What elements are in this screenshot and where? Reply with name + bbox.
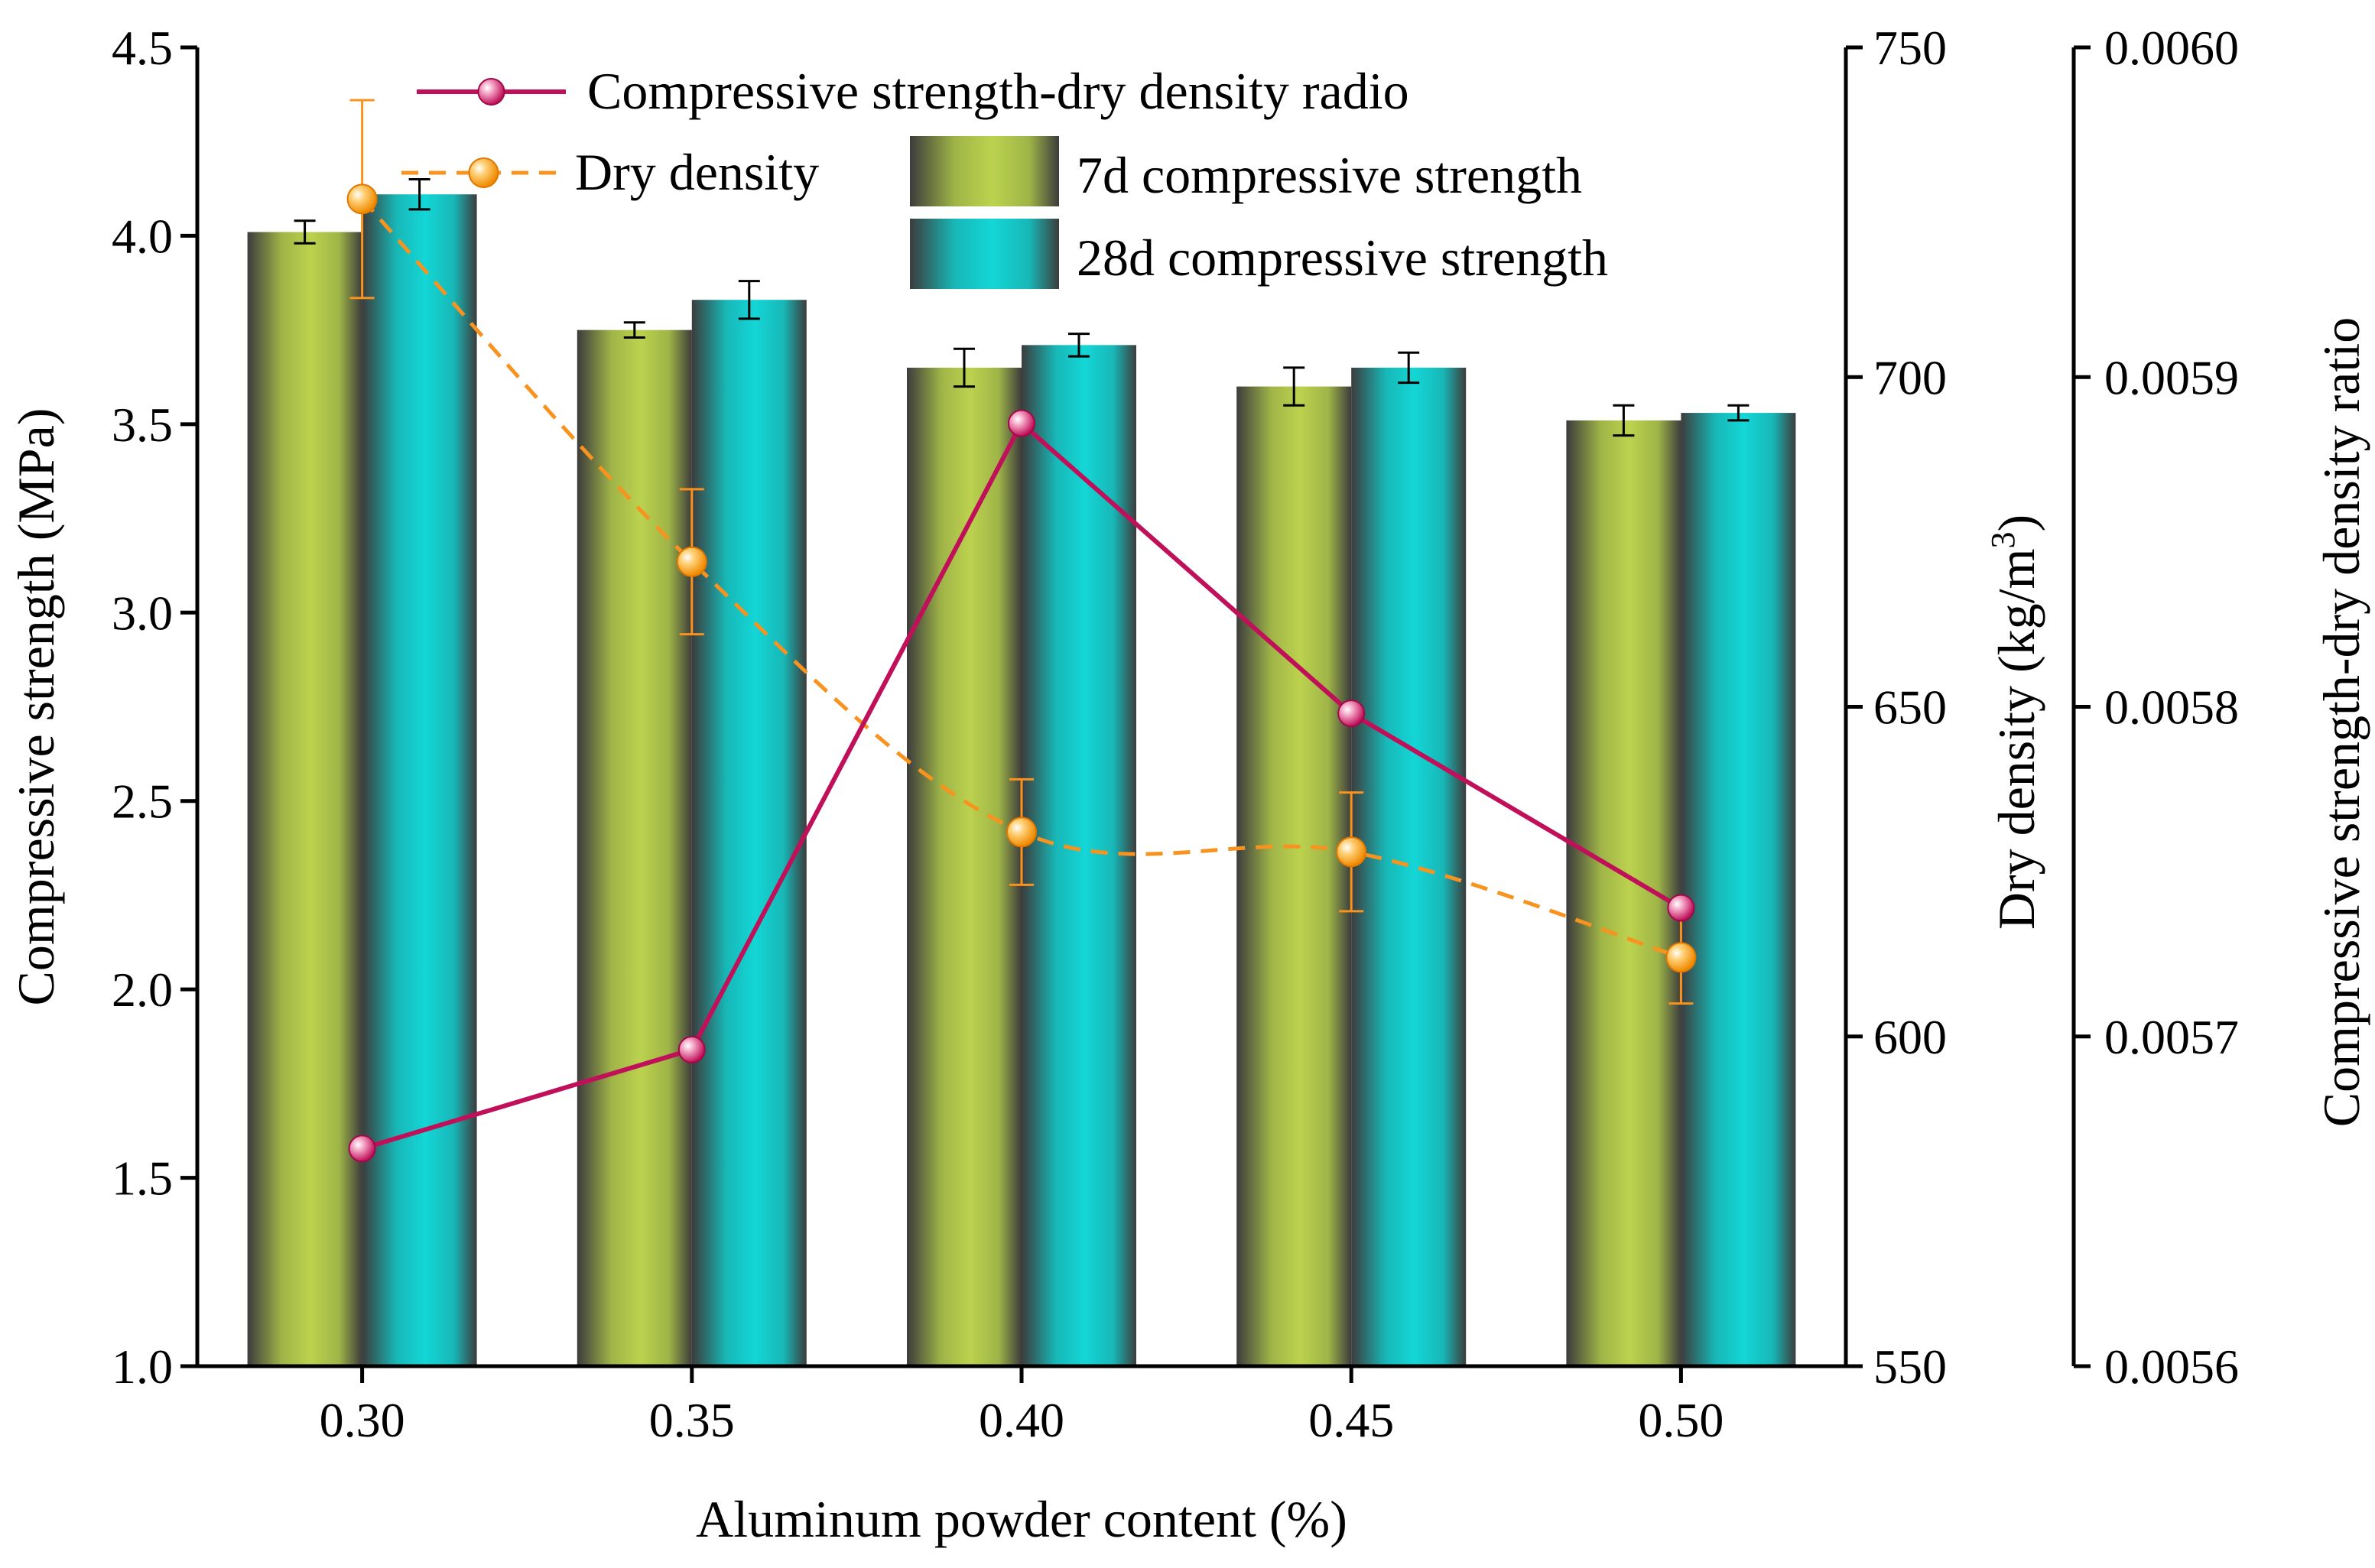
right1-axis-title-sup: 3 xyxy=(1984,532,2022,549)
error-bar-7d-0.35 xyxy=(623,321,645,339)
legend-item-7d: 7d compressive strength xyxy=(910,136,1582,206)
x-tick-label: 0.35 xyxy=(649,1393,735,1447)
dry-density-point-0.50 xyxy=(1665,942,1697,973)
bar-7d-0.30 xyxy=(247,232,362,1366)
error-bar-7d-0.30 xyxy=(294,219,316,245)
right1-axis-title-main: Dry density (kg/m xyxy=(1987,549,2045,930)
left-tick-label: 1.0 xyxy=(112,1339,173,1394)
left-tick-label: 3.5 xyxy=(112,398,173,452)
bar-7d-0.35 xyxy=(577,330,692,1367)
legend: Compressive strength-dry density radio Dr… xyxy=(401,62,1608,289)
left-tick-label: 4.5 xyxy=(112,21,173,75)
bar-7d-0.50 xyxy=(1566,420,1681,1366)
ratio-point-0.30 xyxy=(348,1135,376,1163)
right1-tick-label: 600 xyxy=(1873,1010,1947,1064)
error-bar-7d-0.40 xyxy=(954,347,975,388)
bar-28d-0.40 xyxy=(1022,345,1136,1366)
bars-layer xyxy=(247,194,1796,1367)
legend-item-dry-density: Dry density xyxy=(401,143,819,201)
right2-axis-title: Compressive strength-dry density ratio xyxy=(2312,317,2370,1127)
bar-7d-0.40 xyxy=(907,367,1022,1366)
right2-tick-label: 0.0059 xyxy=(2104,350,2239,404)
dry-density-point-0.45 xyxy=(1336,836,1367,868)
right1-tick-label: 700 xyxy=(1873,350,1947,404)
left-tick-label: 2.0 xyxy=(112,963,173,1017)
dry-density-point-0.35 xyxy=(676,546,707,577)
left-tick-label: 2.5 xyxy=(112,774,173,829)
right2-tick-label: 0.0060 xyxy=(2104,21,2239,75)
error-bars-layer xyxy=(294,178,1750,437)
error-bar-28d-0.50 xyxy=(1727,404,1750,422)
x-tick-label: 0.45 xyxy=(1308,1393,1394,1447)
ratio-point-0.35 xyxy=(677,1036,706,1063)
dry-density-point-0.40 xyxy=(1006,816,1037,848)
right1-tick-label: 750 xyxy=(1873,21,1947,75)
legend-label-ratio: Compressive strength-dry density radio xyxy=(587,62,1409,120)
error-bar-28d-0.30 xyxy=(408,178,430,211)
bar-28d-0.30 xyxy=(362,194,477,1367)
x-tick-label: 0.30 xyxy=(320,1393,405,1447)
right2-tick-label: 0.0057 xyxy=(2104,1010,2239,1064)
bar-7d-0.45 xyxy=(1236,386,1352,1367)
dry-density-point-0.30 xyxy=(346,183,378,215)
legend-label-dry-density: Dry density xyxy=(575,143,819,201)
left-tick-label: 1.5 xyxy=(112,1151,173,1206)
ratio-point-0.40 xyxy=(1008,409,1035,437)
left-axis-title: Compressive strength (MPa) xyxy=(7,408,65,1006)
legend-item-ratio: Compressive strength-dry density radio xyxy=(417,62,1409,120)
dry-density-line xyxy=(360,197,1682,959)
legend-item-28d: 28d compressive strength xyxy=(910,219,1608,289)
right1-tick-label: 550 xyxy=(1873,1339,1947,1394)
right1-axis-title: Dry density (kg/m3) xyxy=(1984,515,2045,930)
left-tick-label: 4.0 xyxy=(112,209,173,263)
error-bar-28d-0.35 xyxy=(738,280,760,320)
error-bar-28d-0.45 xyxy=(1398,351,1420,385)
right2-tick-label: 0.0058 xyxy=(2104,680,2239,735)
ratio-point-0.50 xyxy=(1667,894,1695,922)
legend-label-28d: 28d compressive strength xyxy=(1077,229,1608,287)
left-tick-label: 3.0 xyxy=(112,586,173,640)
bar-28d-0.50 xyxy=(1681,413,1796,1366)
error-bar-7d-0.45 xyxy=(1283,366,1305,407)
right1-tick-label: 650 xyxy=(1873,680,1947,735)
x-tick-label: 0.40 xyxy=(979,1393,1064,1447)
right1-axis-title-end: ) xyxy=(1987,515,2045,532)
x-axis-title: Aluminum powder content (%) xyxy=(696,1490,1347,1548)
legend-label-7d: 7d compressive strength xyxy=(1077,146,1582,204)
lines-layer xyxy=(346,99,1697,1163)
right2-tick-label: 0.0056 xyxy=(2104,1339,2239,1394)
bar-28d-0.35 xyxy=(691,300,807,1366)
bar-28d-0.45 xyxy=(1351,367,1467,1366)
ratio-point-0.45 xyxy=(1337,700,1366,728)
error-bar-28d-0.40 xyxy=(1068,333,1090,358)
axes-layer: 1.0 1.5 2.0 2.5 3.0 3.5 4.0 4.5 550 600 650 700 750 0… xyxy=(7,21,2370,1548)
x-tick-label: 0.50 xyxy=(1638,1393,1724,1447)
error-bar-7d-0.50 xyxy=(1613,404,1635,437)
